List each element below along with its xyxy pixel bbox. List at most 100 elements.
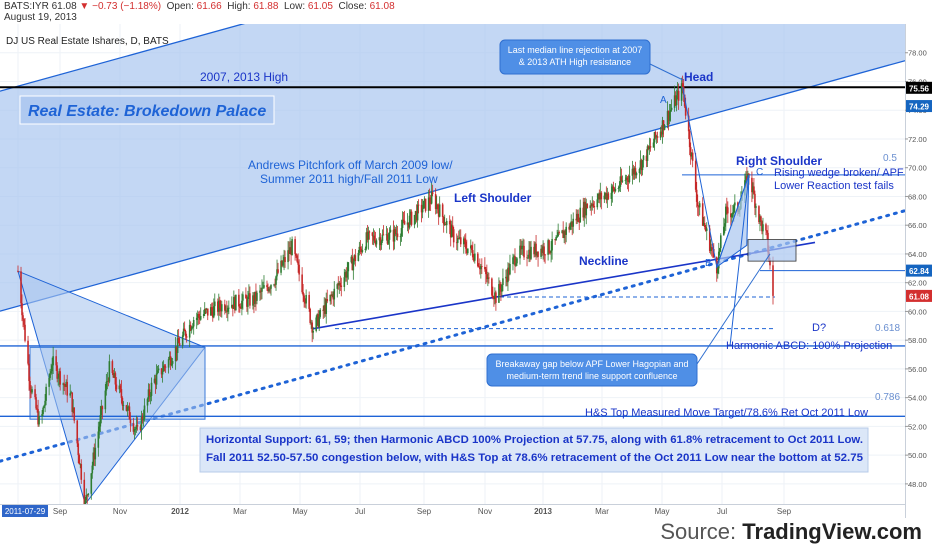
candle [99, 405, 102, 433]
candle-body [597, 194, 600, 200]
candle [338, 281, 341, 294]
candle [473, 253, 475, 263]
candle [268, 286, 270, 293]
y-tick-label: 78.00 [908, 49, 927, 58]
candle-body [70, 392, 73, 394]
candle [56, 362, 58, 383]
candle-body [535, 243, 537, 256]
candle-body [386, 234, 389, 244]
candle-body [620, 176, 623, 182]
candle [350, 254, 353, 264]
candle [318, 310, 320, 332]
candle-body [267, 287, 269, 292]
candle [544, 253, 546, 264]
candle [584, 197, 587, 219]
candle-body [472, 250, 474, 258]
candle-body [590, 205, 593, 207]
candle [441, 202, 444, 223]
candle [150, 377, 153, 402]
source-brand[interactable]: TradingView.com [742, 519, 922, 544]
candle-body [125, 405, 128, 411]
candle-body [228, 307, 230, 309]
candle [164, 364, 167, 373]
candle [24, 317, 26, 343]
candle [198, 310, 201, 325]
candle [374, 231, 377, 247]
candle-body [676, 90, 679, 96]
candle [310, 319, 312, 329]
candle [35, 393, 37, 410]
candle-body [683, 94, 686, 107]
candle [357, 250, 360, 262]
candle [157, 365, 160, 373]
candle [571, 221, 574, 236]
candle-body [645, 155, 648, 161]
candle-body [635, 173, 638, 176]
head-label: Head [684, 70, 713, 84]
candle [365, 227, 368, 251]
candle-body [660, 131, 663, 135]
candle-body [119, 385, 122, 390]
candle-body [93, 452, 96, 460]
candle [284, 250, 286, 268]
candle [71, 392, 74, 418]
candle [120, 380, 123, 404]
candle-body [584, 201, 587, 216]
candle [403, 210, 406, 225]
candle-body [649, 146, 652, 148]
candle-body [680, 83, 683, 101]
candle [603, 191, 606, 203]
candle-body [375, 240, 378, 245]
candle-body [366, 232, 369, 240]
candle [543, 242, 545, 262]
candle [183, 321, 186, 332]
candle [139, 424, 142, 432]
candle [181, 331, 184, 349]
candle [752, 182, 754, 199]
candle [417, 199, 420, 214]
candle [389, 225, 392, 233]
candle [640, 158, 643, 177]
candle-body [297, 261, 299, 265]
candle-body [76, 420, 79, 444]
neckline-label: Neckline [579, 254, 629, 268]
candle-body [353, 255, 356, 262]
candle [270, 283, 272, 296]
price-chart[interactable]: DJ US Real Estate Ishares, D, BATS 2007, … [0, 24, 905, 504]
candle [766, 230, 768, 240]
candle-body [360, 248, 363, 252]
candle-body [698, 203, 701, 208]
candle [494, 287, 496, 305]
candle-body [203, 309, 206, 315]
candle [505, 269, 507, 287]
candle [57, 373, 59, 386]
candle [315, 315, 317, 333]
candle-body [417, 204, 420, 206]
candle-body [140, 416, 143, 431]
candle-body [35, 397, 37, 409]
candle-body [94, 447, 97, 460]
y-axis[interactable]: 48.00 50.00 52.00 54.00 56.00 58.00 60.00 62.00… [905, 24, 932, 518]
y-tick-label: 60.00 [908, 307, 927, 316]
x-tick-label: Sep [417, 507, 432, 516]
candle-body [381, 234, 384, 242]
candle-body [273, 284, 275, 286]
x-tick-label: Sep [777, 507, 792, 516]
candle [760, 215, 762, 226]
candle [298, 259, 300, 282]
candle-body [105, 381, 108, 391]
candle [396, 225, 399, 241]
candle-body [210, 307, 213, 311]
candle [353, 254, 356, 265]
candle-body [45, 386, 47, 401]
candle [551, 231, 553, 260]
x-tick-label: Sep [53, 507, 68, 516]
candle [485, 267, 487, 285]
x-tick-label: May [654, 507, 669, 516]
candle-body [642, 155, 645, 161]
candle [462, 236, 465, 254]
candle-body [55, 356, 57, 366]
candle [550, 241, 552, 263]
candle-body [106, 381, 109, 382]
candle-body [422, 200, 425, 209]
